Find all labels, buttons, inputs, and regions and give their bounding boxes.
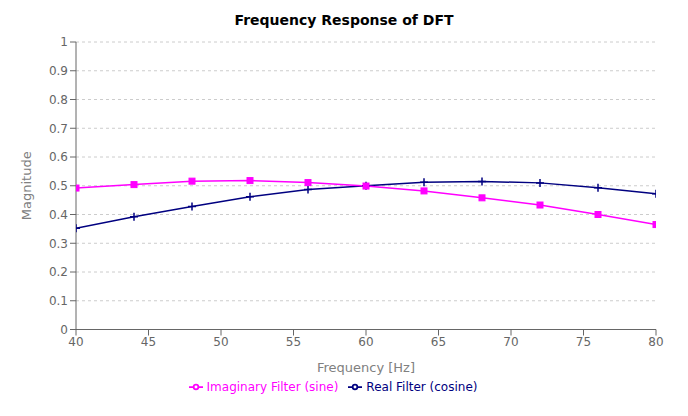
svg-text:80: 80	[648, 335, 663, 349]
svg-text:Magnitude: Magnitude	[19, 151, 34, 220]
svg-text:40: 40	[68, 335, 83, 349]
svg-text:Frequency [Hz]: Frequency [Hz]	[317, 360, 415, 375]
svg-text:0.9: 0.9	[49, 64, 68, 78]
svg-text:50: 50	[213, 335, 228, 349]
svg-text:60: 60	[358, 335, 373, 349]
svg-text:0: 0	[60, 323, 68, 337]
svg-text:55: 55	[286, 335, 301, 349]
svg-text:0.1: 0.1	[49, 294, 68, 308]
svg-text:45: 45	[141, 335, 156, 349]
svg-text:65: 65	[431, 335, 446, 349]
html-text:Imaginary Filter (sine): Imaginary Filter (sine)	[206, 379, 339, 394]
svg-text:0.2: 0.2	[49, 265, 68, 279]
html-text:Real Filter (cosine): Real Filter (cosine)	[366, 379, 478, 394]
svg-text:0.5: 0.5	[49, 179, 68, 193]
svg-text:0.4: 0.4	[49, 208, 68, 222]
svg-text:0.3: 0.3	[49, 237, 68, 251]
html-text:Frequency Response of DFT: Frequency Response of DFT	[234, 12, 454, 28]
svg-text:0.8: 0.8	[49, 93, 68, 107]
svg-text:0.6: 0.6	[49, 150, 68, 164]
svg-text:75: 75	[576, 335, 591, 349]
svg-text:70: 70	[503, 335, 518, 349]
svg-text:1: 1	[60, 35, 68, 49]
svg-text:0.7: 0.7	[49, 122, 68, 136]
